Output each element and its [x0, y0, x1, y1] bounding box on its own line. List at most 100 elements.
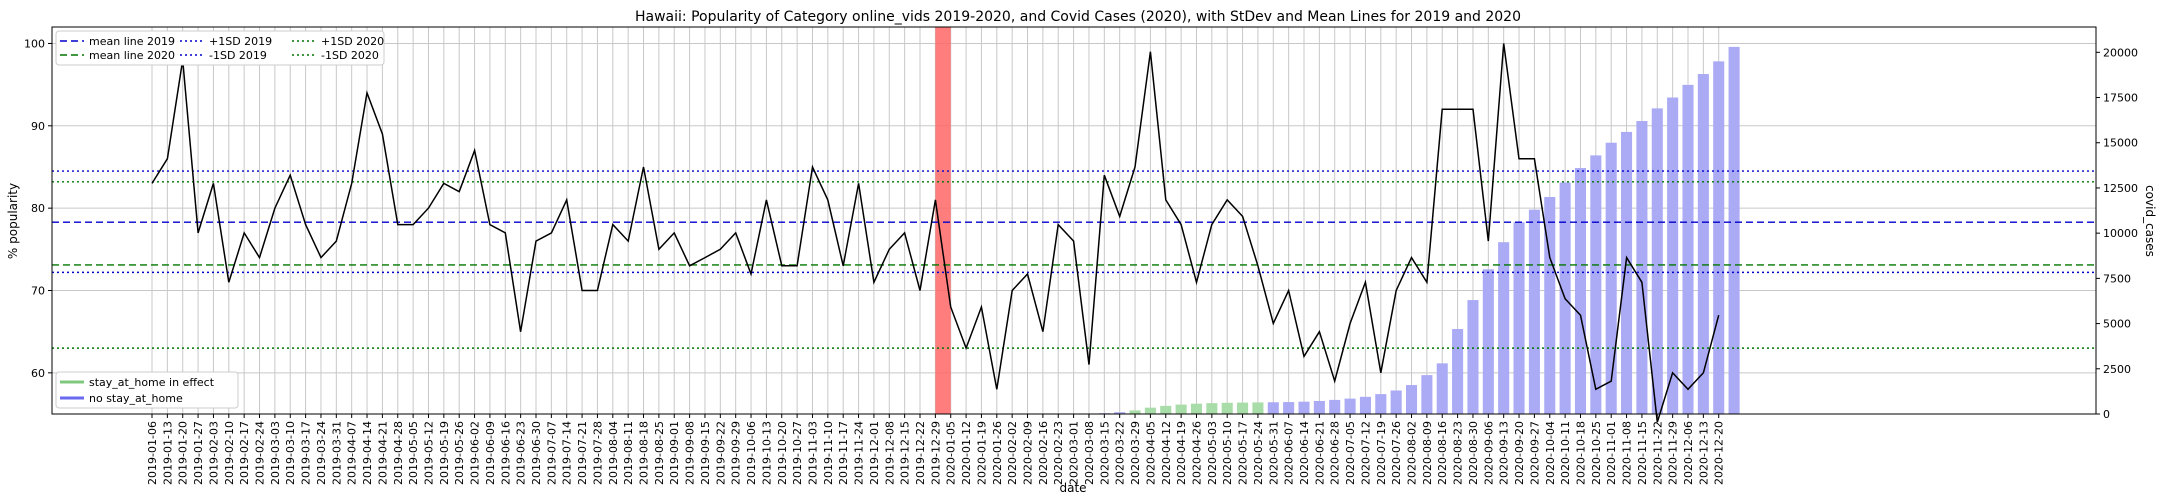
x-tick-label: 2020-03-01 — [1068, 421, 1081, 485]
y-axis-title: % popularity — [6, 183, 20, 259]
covid-bar — [1605, 142, 1617, 414]
covid-bar — [1114, 412, 1126, 414]
popularity-line — [151, 43, 1720, 423]
x-tick-label: 2019-12-15 — [899, 421, 912, 485]
covid-bar — [1144, 407, 1156, 414]
x-tick-label: 2020-06-21 — [1313, 421, 1326, 485]
x-tick-label: 2019-04-28 — [392, 421, 405, 485]
covid-bar — [1421, 375, 1433, 414]
covid-bar — [1190, 403, 1203, 414]
x-tick-label: 2020-06-14 — [1298, 421, 1311, 485]
x-tick-label: 2019-08-04 — [607, 421, 620, 485]
x-tick-label: 2020-06-07 — [1283, 421, 1296, 485]
x-tick-label: 2020-03-29 — [1129, 421, 1142, 485]
x-tick-label: 2019-09-22 — [714, 421, 727, 485]
x-tick-label: 2020-08-23 — [1452, 421, 1465, 485]
x-tick-label: 2020-02-16 — [1037, 421, 1050, 485]
covid-bar — [1390, 390, 1402, 414]
covid-bar — [1206, 403, 1218, 414]
x-tick-label: 2019-09-29 — [730, 421, 743, 485]
x-tick-label: 2020-07-12 — [1359, 421, 1372, 485]
x-tick-label: 2020-11-15 — [1636, 421, 1649, 485]
covid-bar — [1375, 394, 1387, 414]
x-tick-label: 2019-06-23 — [515, 421, 528, 485]
x-axis-title: date — [1059, 481, 1086, 495]
x-tick-label: 2019-06-02 — [469, 421, 482, 485]
x-tick-label: 2020-03-22 — [1114, 421, 1127, 485]
y2-tick-label: 20000 — [2103, 46, 2138, 59]
x-tick-label: 2019-07-28 — [591, 421, 604, 485]
covid-bar — [1175, 404, 1187, 414]
x-tick-label: 2019-05-05 — [407, 421, 420, 485]
x-tick-label: 2019-10-27 — [791, 421, 804, 485]
covid-bar — [1467, 300, 1479, 414]
x-tick-label: 2019-02-17 — [238, 421, 251, 485]
covid-bar — [1574, 168, 1587, 414]
x-tick-label: 2019-03-17 — [300, 421, 313, 485]
x-tick-label: 2019-08-25 — [653, 421, 666, 485]
legend-bars: stay_at_home in effect no stay_at_home — [55, 371, 239, 409]
y2-tick-label: 0 — [2103, 408, 2110, 421]
x-tick-label: 2019-05-19 — [438, 421, 451, 485]
legend-label: mean line 2020 — [89, 49, 175, 62]
y2-tick-label: 10000 — [2103, 227, 2138, 240]
x-tick-label: 2020-07-05 — [1344, 421, 1357, 485]
x-tick-label: 2019-10-13 — [760, 421, 773, 485]
x-tick-label: 2020-01-12 — [960, 421, 973, 485]
x-tick-label: 2019-11-24 — [853, 421, 866, 485]
x-tick-label: 2019-10-06 — [745, 421, 758, 485]
x-tick-label: 2019-07-21 — [576, 421, 589, 485]
x-tick-label: 2020-09-06 — [1482, 421, 1495, 485]
x-tick-label: 2020-05-24 — [1252, 421, 1265, 485]
x-tick-label: 2019-12-22 — [914, 421, 927, 485]
legend-label: +1SD 2020 — [321, 35, 384, 48]
legend-label: mean line 2019 — [89, 35, 175, 48]
y2-tick-label: 12500 — [2103, 182, 2138, 195]
plot-area: 60 70 80 90 100 0 2500 5000 7500 10000 12500 15000 1… — [24, 26, 2138, 485]
legend-label: stay_at_home in effect — [89, 376, 215, 389]
covid-bar — [1298, 401, 1310, 414]
chart-title: Hawaii: Popularity of Category online_vi… — [635, 9, 1521, 25]
x-tick-label: 2020-04-26 — [1190, 421, 1203, 485]
x-tick-label: 2019-03-24 — [315, 421, 328, 485]
x-tick-label: 2019-04-21 — [376, 421, 389, 485]
x-tick-label: 2019-06-09 — [484, 421, 497, 485]
covid-bar — [1498, 242, 1510, 414]
x-tick-label: 2020-11-22 — [1651, 421, 1664, 485]
y2-tick-label: 2500 — [2103, 363, 2131, 376]
covid-bar — [1621, 131, 1633, 414]
x-tick-label: 2020-02-23 — [1052, 421, 1065, 485]
x-tick-label: 2019-09-15 — [699, 421, 712, 485]
x-tick-label: 2019-06-30 — [530, 421, 543, 485]
x-tick-label: 2020-12-20 — [1713, 421, 1726, 485]
x-tick-label: 2019-07-07 — [545, 421, 558, 485]
legend-label: -1SD 2020 — [321, 49, 379, 62]
covid-bar — [1667, 97, 1679, 414]
x-tick-label: 2020-04-19 — [1175, 421, 1188, 485]
covid-bar — [1682, 84, 1694, 415]
covid-bar — [1636, 121, 1648, 414]
x-tick-label: 2020-05-17 — [1237, 421, 1250, 485]
covid-bar — [1313, 400, 1325, 414]
y2-tick-label: 17500 — [2103, 92, 2138, 105]
covid-bar — [1237, 402, 1249, 414]
x-tick-label: 2020-05-31 — [1267, 421, 1280, 485]
highlight-span — [935, 27, 951, 414]
x-tick-label: 2019-02-24 — [254, 421, 267, 485]
x-tick-label: 2020-10-25 — [1590, 421, 1603, 485]
covid-bar — [1697, 74, 1709, 415]
x-tick-label: 2020-03-15 — [1098, 421, 1111, 485]
legend-label: no stay_at_home — [89, 392, 183, 405]
x-tick-label: 2020-07-26 — [1390, 421, 1403, 485]
x-tick-label: 2019-02-03 — [207, 421, 220, 485]
x-tick-label: 2019-11-17 — [837, 421, 850, 485]
x-tick-label: 2019-03-10 — [284, 421, 297, 485]
covid-bar — [1283, 402, 1295, 414]
covid-bar — [1359, 396, 1371, 414]
y-tick-label: 80 — [31, 202, 45, 215]
x-tick-label: 2020-06-28 — [1329, 421, 1342, 485]
x-tick-label: 2020-02-09 — [1022, 421, 1035, 485]
x-tick-label: 2020-08-09 — [1421, 421, 1434, 485]
